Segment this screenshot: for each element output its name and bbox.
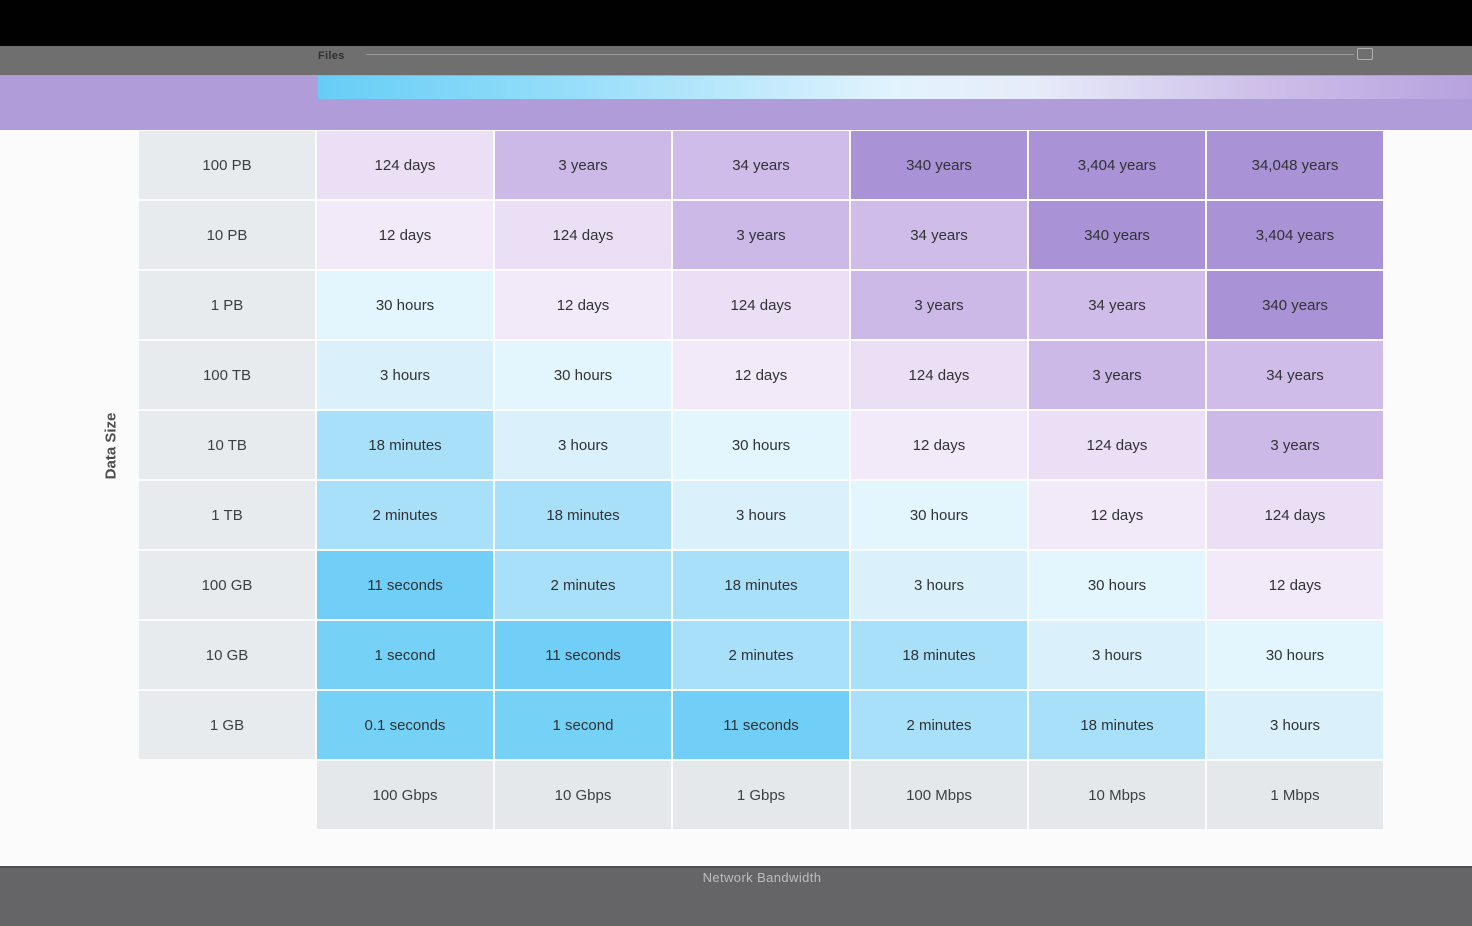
table-cell: 34 years [673,131,849,199]
table-cell: 3 years [851,271,1027,339]
table-cell: 12 days [317,201,493,269]
y-axis-label: Data Size [102,412,120,480]
table-cell: 2 minutes [673,621,849,689]
table-cell: 34 years [1029,271,1205,339]
column-label-cell: 1 Mbps [1207,761,1383,829]
table-cell: 30 hours [317,271,493,339]
table-cell: 30 hours [1207,621,1383,689]
row-label-cell: 10 PB [139,201,315,269]
table-cell: 124 days [1029,411,1205,479]
table-cell: 2 minutes [851,691,1027,759]
table-cell: 12 days [1029,481,1205,549]
toolbar-control-icon[interactable] [1357,48,1373,60]
table-cell: 3 hours [495,411,671,479]
table-cell: 18 minutes [495,481,671,549]
table-cell: 12 days [495,271,671,339]
row-label-cell: 10 GB [139,621,315,689]
table-cell: 340 years [1029,201,1205,269]
table-cell: 11 seconds [673,691,849,759]
row-label-cell: 1 PB [139,271,315,339]
column-label-cell: 100 Gbps [317,761,493,829]
table-cell: 11 seconds [317,551,493,619]
table-cell: 124 days [495,201,671,269]
table-cell: 30 hours [851,481,1027,549]
table-cell: 34,048 years [1207,131,1383,199]
table-cell: 2 minutes [317,481,493,549]
column-label-cell: 10 Mbps [1029,761,1205,829]
table-cell: 30 hours [1029,551,1205,619]
table-cell: 30 hours [673,411,849,479]
table-cell: 3 hours [851,551,1027,619]
row-label-cell: 100 GB [139,551,315,619]
table-cell: 18 minutes [851,621,1027,689]
x-axis-label: Network Bandwidth [702,870,822,885]
table-cell: 3 hours [317,341,493,409]
row-label-cell: 100 TB [139,341,315,409]
table-cell: 3 years [495,131,671,199]
table-cell: 124 days [317,131,493,199]
row-label-cell: 100 PB [139,131,315,199]
toolbar-divider [366,54,1354,55]
column-label-cell: 100 Mbps [851,761,1027,829]
table-cell: 3,404 years [1207,201,1383,269]
corner-cell [139,761,315,829]
column-label-cell: 1 Gbps [673,761,849,829]
table-cell: 34 years [851,201,1027,269]
transfer-time-heatmap: 100 PB 124 days 3 years 34 years 340 years 3,… [139,131,1383,829]
table-cell: 3 years [673,201,849,269]
row-label-cell: 1 TB [139,481,315,549]
bottom-bar: Network Bandwidth [0,866,1472,926]
viewer-toolbar: Files [0,46,1472,75]
table-cell: 1 second [317,621,493,689]
table-cell: 124 days [1207,481,1383,549]
table-cell: 18 minutes [1029,691,1205,759]
table-cell: 34 years [1207,341,1383,409]
table-cell: 124 days [851,341,1027,409]
table-cell: 12 days [851,411,1027,479]
table-cell: 1 second [495,691,671,759]
table-cell: 30 hours [495,341,671,409]
table-cell: 3 years [1207,411,1383,479]
toolbar-title: Files [318,50,345,62]
color-scale-legend [318,76,1472,99]
table-cell: 3 years [1029,341,1205,409]
table-cell: 340 years [851,131,1027,199]
table-cell: 3 hours [1029,621,1205,689]
table-cell: 18 minutes [317,411,493,479]
table-cell: 340 years [1207,271,1383,339]
table-cell: 0.1 seconds [317,691,493,759]
table-cell: 12 days [1207,551,1383,619]
table-cell: 18 minutes [673,551,849,619]
table-cell: 12 days [673,341,849,409]
table-cell: 11 seconds [495,621,671,689]
row-label-cell: 1 GB [139,691,315,759]
row-label-cell: 10 TB [139,411,315,479]
column-label-cell: 10 Gbps [495,761,671,829]
table-cell: 3,404 years [1029,131,1205,199]
header-banner [0,75,1472,130]
top-black-bar [0,0,1472,46]
table-cell: 124 days [673,271,849,339]
table-cell: 2 minutes [495,551,671,619]
table-cell: 3 hours [1207,691,1383,759]
table-cell: 3 hours [673,481,849,549]
